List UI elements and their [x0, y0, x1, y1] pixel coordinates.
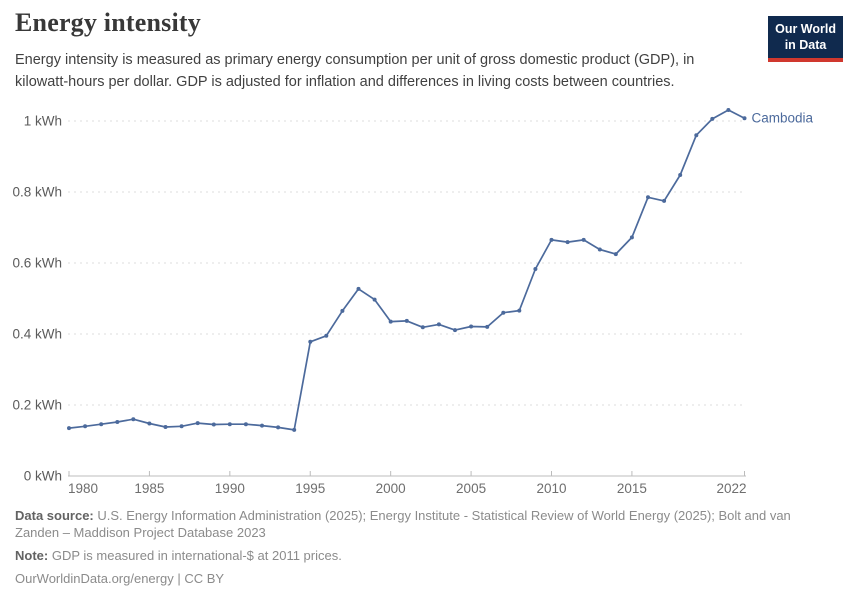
data-point	[276, 425, 281, 430]
data-source-text: U.S. Energy Information Administration (…	[15, 508, 791, 540]
x-tick-label: 1980	[68, 481, 98, 496]
x-tick-label: 1985	[134, 481, 164, 496]
data-point	[678, 173, 683, 177]
data-point	[597, 247, 602, 252]
x-tick-label: 2000	[376, 481, 406, 496]
y-tick-label: 0.8 kWh	[12, 185, 62, 200]
y-tick-label: 0.4 kWh	[12, 327, 62, 342]
data-point	[420, 325, 425, 330]
x-tick-label: 1990	[215, 481, 245, 496]
data-source-line: Data source: U.S. Energy Information Adm…	[15, 508, 827, 542]
y-tick-label: 0.2 kWh	[12, 398, 62, 413]
data-point	[388, 319, 393, 324]
data-point	[549, 237, 554, 242]
data-point	[517, 308, 522, 313]
data-point	[662, 198, 667, 203]
data-point	[565, 240, 570, 245]
x-tick-label: 2005	[456, 481, 486, 496]
data-point	[726, 108, 731, 112]
data-point	[533, 267, 538, 271]
owid-logo-line1: Our World	[775, 22, 836, 36]
data-point	[453, 328, 457, 333]
data-point	[195, 421, 200, 426]
note-line: Note: GDP is measured in international-$…	[15, 548, 827, 565]
license-line: OurWorldinData.org/energy | CC BY	[15, 571, 827, 588]
data-point	[308, 339, 313, 344]
data-point	[581, 237, 586, 242]
data-point	[99, 422, 104, 427]
data-point	[243, 422, 248, 427]
license-link[interactable]: OurWorldinData.org/energy | CC BY	[15, 570, 225, 586]
entity-label[interactable]: Cambodia	[752, 111, 814, 126]
data-point	[115, 420, 120, 424]
note-text: GDP is measured in international-$ at 20…	[48, 547, 342, 563]
y-tick-label: 0.6 kWh	[12, 256, 62, 271]
data-point	[163, 425, 168, 429]
data-source-label: Data source:	[15, 508, 94, 523]
data-point	[211, 422, 216, 427]
chart-footer: Data source: U.S. Energy Information Adm…	[15, 508, 827, 594]
data-point	[485, 324, 490, 329]
x-tick-label: 1995	[295, 481, 325, 496]
data-point	[131, 417, 136, 422]
data-point	[356, 286, 361, 291]
data-point	[372, 297, 377, 302]
data-point	[340, 308, 345, 313]
data-point	[292, 427, 297, 432]
data-point	[260, 423, 264, 428]
owid-logo-line2: in Data	[784, 38, 827, 52]
y-tick-label: 1 kWh	[24, 114, 62, 129]
data-point	[613, 252, 618, 257]
data-point	[742, 116, 747, 121]
data-point	[179, 424, 184, 429]
data-point	[324, 333, 329, 338]
owid-logo[interactable]: Our World in Data	[768, 16, 843, 62]
data-point	[501, 310, 506, 315]
x-tick-label: 2022	[716, 481, 746, 496]
chart-title: Energy intensity	[15, 8, 201, 37]
data-point	[646, 195, 650, 200]
data-point	[694, 133, 699, 138]
data-point	[83, 424, 88, 429]
data-line	[68, 109, 745, 431]
data-point	[436, 322, 441, 327]
chart-subtitle: Energy intensity is measured as primary …	[15, 52, 695, 90]
data-point	[710, 116, 715, 121]
data-point	[629, 235, 634, 240]
data-point	[67, 426, 71, 431]
y-tick-label: 0 kWh	[24, 469, 62, 484]
x-tick-label: 2010	[536, 481, 566, 496]
data-point	[227, 422, 232, 427]
data-point	[404, 318, 409, 323]
note-label: Note:	[15, 547, 49, 563]
data-point	[469, 324, 474, 329]
data-point	[147, 421, 152, 426]
x-tick-label: 2015	[617, 481, 647, 496]
